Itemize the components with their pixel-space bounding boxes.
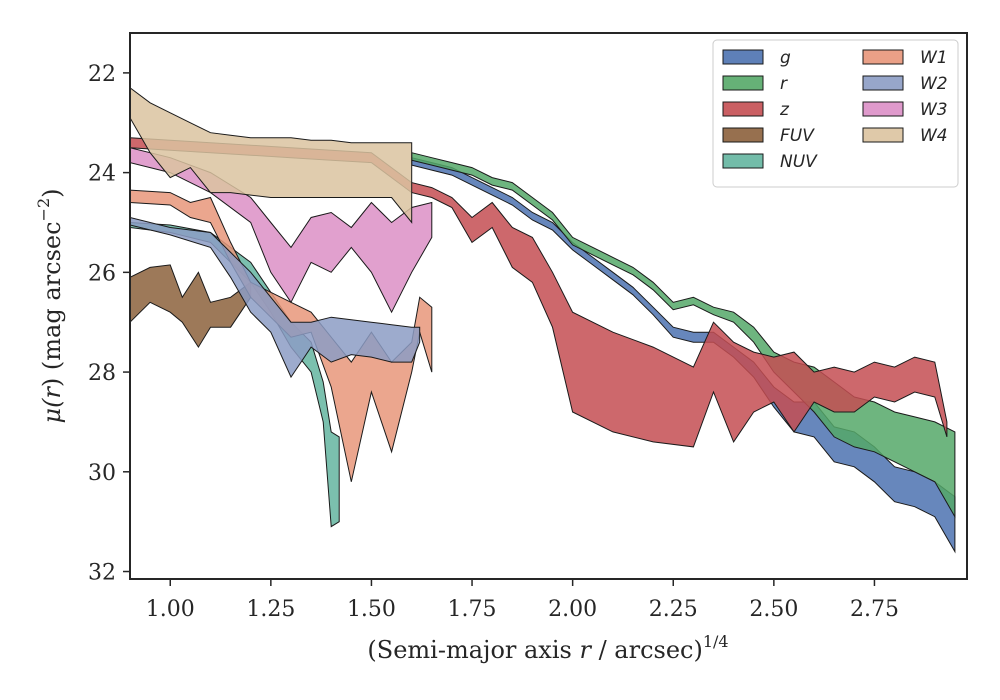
y-tick-label: 26: [88, 261, 116, 286]
y-axis-ticks: 22 24 26 28 30 32: [88, 62, 130, 586]
series-band-g: [411, 157, 956, 554]
legend-label-z: z: [779, 100, 790, 120]
legend-label-w3: W3: [920, 100, 948, 120]
x-tick-label: 2.50: [749, 597, 798, 622]
x-axis-label: (Semi-major axis r / arcsec)1/4: [367, 632, 728, 664]
x-tick-label: 1.25: [246, 597, 295, 622]
legend-label-w2: W2: [920, 74, 948, 94]
legend-label-fuv: FUV: [780, 126, 815, 146]
x-tick-label: 1.75: [448, 597, 497, 622]
y-tick-label: 28: [88, 361, 116, 386]
legend-swatch-fuv: [722, 127, 764, 143]
y-tick-label: 22: [88, 62, 116, 87]
y-tick-label: 30: [88, 461, 116, 486]
legend-label-nuv: NUV: [780, 152, 818, 172]
legend: grz FUV NUV W1 W2 W3 W4: [712, 39, 959, 188]
series-band-w3: [130, 147, 433, 314]
legend-label-w1: W1: [920, 48, 948, 68]
x-tick-label: 1.50: [347, 597, 396, 622]
legend-swatch-w3: [862, 101, 904, 117]
legend-swatch-nuv: [722, 153, 764, 169]
y-tick-label: 24: [88, 162, 116, 187]
x-tick-label: 2.75: [850, 597, 899, 622]
series-layer: [130, 87, 956, 554]
x-tick-label: 1.00: [146, 597, 195, 622]
x-tick-label: 2.25: [649, 597, 698, 622]
series-band-w2: [130, 216, 421, 379]
x-tick-label: 2.00: [548, 597, 597, 622]
legend-label-r: r: [780, 74, 788, 94]
series-band-w4: [130, 87, 413, 224]
y-tick-label: 32: [88, 561, 116, 586]
legend-swatch-w2: [862, 75, 904, 91]
legend-swatch-r: [722, 75, 764, 91]
legend-swatch-g: [722, 49, 764, 65]
x-axis-ticks: 1.00 1.25 1.50 1.75 2.00 2.25 2.50 2.75: [146, 579, 899, 622]
y-axis-label: μ(r) (mag arcsec−2): [34, 188, 66, 423]
legend-label-g: g: [780, 48, 791, 68]
series-band-r: [411, 152, 956, 519]
legend-swatch-z: [722, 101, 764, 117]
legend-swatch-w4: [862, 127, 904, 143]
legend-label-w4: W4: [920, 126, 948, 146]
plot-frame: [129, 32, 968, 580]
series-band-z: [130, 137, 948, 448]
legend-swatch-w1: [862, 49, 904, 65]
